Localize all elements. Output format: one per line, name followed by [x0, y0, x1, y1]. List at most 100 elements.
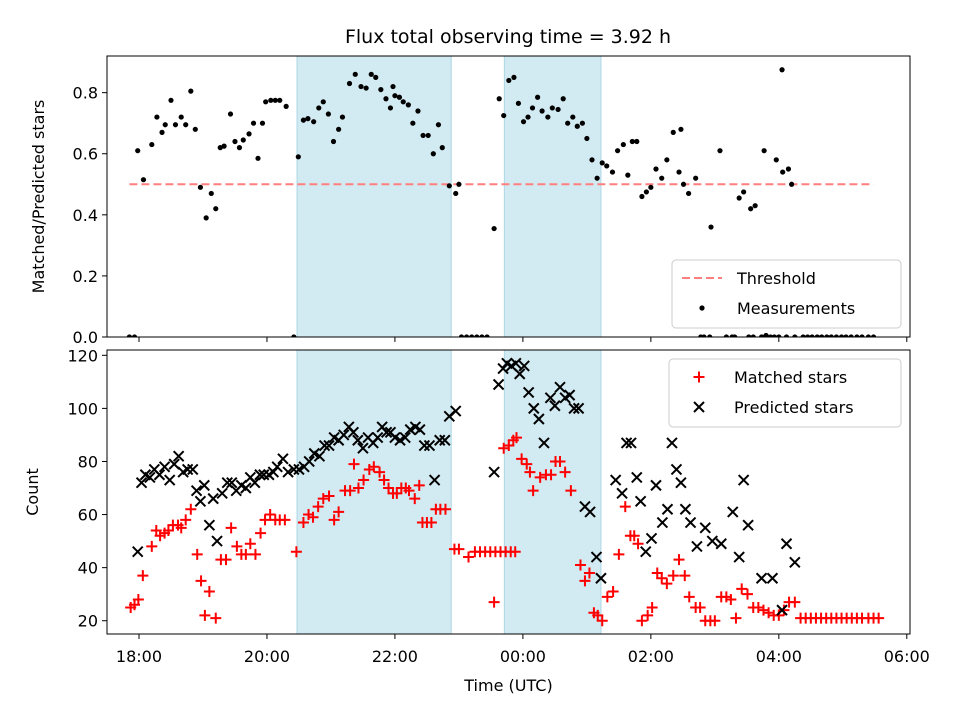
measurement-point [415, 108, 421, 114]
measurement-point [506, 77, 512, 84]
measurement-point [870, 334, 877, 337]
predicted-star-point [789, 556, 801, 569]
matched-star-point [348, 458, 360, 470]
predicted-star-point [221, 477, 233, 489]
measurement-point [263, 99, 269, 105]
predicted-star-point [656, 516, 669, 529]
measurement-point [469, 334, 475, 337]
matched-star-point [667, 570, 679, 582]
predicted-star-point [634, 495, 647, 507]
measurement-point [758, 334, 765, 337]
predicted-star-point [450, 405, 462, 417]
measurement-point [574, 123, 580, 129]
matched-star-point [191, 548, 203, 560]
matched-star-point [534, 471, 546, 483]
measurement-point [410, 120, 416, 126]
measurement-point [346, 80, 353, 87]
axes-frame [106, 55, 911, 338]
observing-window-shade [296, 55, 452, 338]
matched-star-point [137, 570, 149, 582]
predicted-star-point [318, 439, 331, 452]
predicted-star-point [282, 466, 294, 478]
measurement-point [425, 132, 431, 139]
matched-star-point [290, 546, 302, 558]
measurement-point [525, 114, 531, 120]
y-tick-label: 40 [78, 559, 98, 578]
measurement-point [763, 332, 769, 337]
matched-star-point [463, 551, 475, 563]
matched-star-point [613, 548, 625, 560]
matched-star-point [642, 609, 654, 621]
predicted-star-point [168, 458, 180, 470]
measurement-point [458, 334, 465, 337]
legend: Threshold Measurements [671, 259, 902, 329]
matched-star-point [244, 538, 256, 550]
measurement-point [168, 97, 174, 103]
matched-star-point [488, 596, 500, 608]
predicted-star-point [492, 378, 505, 391]
measurement-point [272, 97, 278, 103]
predicted-star-point [691, 540, 703, 553]
matched-star-point [619, 501, 631, 513]
matched-star-point [736, 583, 748, 595]
matched-star-point [778, 604, 790, 616]
measurement-point [676, 169, 682, 175]
predicted-star-point [181, 463, 194, 476]
matched-star-point [240, 548, 252, 560]
measurement-point [396, 94, 403, 100]
matched-star-point [636, 615, 648, 627]
measurement-point [659, 175, 665, 181]
measurement-point [736, 195, 742, 201]
measurement-point [135, 148, 141, 154]
measurement-point [325, 111, 331, 117]
measurement-point [800, 334, 806, 337]
measurement-point [126, 334, 132, 337]
predicted-star-point [313, 450, 326, 462]
measurement-point [131, 334, 138, 337]
measurement-point [792, 334, 798, 337]
predicted-star-point [518, 360, 530, 372]
x-axis-label: Time (UTC) [463, 676, 552, 695]
measurement-point [614, 148, 621, 154]
measurement-point [708, 224, 714, 230]
measurement-point [149, 141, 155, 148]
measurement-point [259, 120, 266, 126]
measurement-point [154, 114, 160, 120]
measurement-point [295, 154, 301, 160]
matched-star-point [773, 609, 785, 621]
measurement-point [178, 114, 184, 120]
legend-predicted-swatch [693, 401, 705, 413]
measurement-point [780, 169, 786, 175]
measurement-point [383, 96, 389, 102]
measurement-point [773, 157, 779, 163]
predicted-star-point [194, 495, 207, 507]
matched-star-point [559, 466, 571, 478]
predicted-star-point [572, 402, 585, 415]
predicted-star-point [522, 386, 535, 399]
measurement-point [686, 190, 692, 197]
legend-box [668, 358, 902, 428]
matched-star-point [195, 575, 207, 587]
matched-star-point [673, 554, 685, 566]
measurement-point [390, 83, 396, 90]
matched-star-point [225, 522, 237, 534]
matched-star-point [545, 469, 557, 481]
x-tick-label: 06:00 [884, 647, 930, 666]
measurement-point [392, 93, 398, 99]
measurement-point [305, 116, 311, 122]
predicted-star-point [620, 437, 633, 449]
predicted-star-point [616, 487, 628, 500]
predicted-star-point [733, 551, 745, 563]
matched-star-point [249, 548, 261, 560]
measurement-point [814, 334, 820, 337]
predicted-star-point [352, 434, 364, 446]
predicted-star-point [742, 519, 754, 531]
predicted-star-point [434, 434, 446, 446]
matched-star-point [344, 485, 356, 497]
matched-star-point [583, 567, 595, 579]
predicted-star-point [399, 431, 411, 444]
matched-star-point [210, 612, 222, 624]
predicted-star-point [755, 572, 768, 584]
legend-label: Measurements [737, 299, 855, 318]
